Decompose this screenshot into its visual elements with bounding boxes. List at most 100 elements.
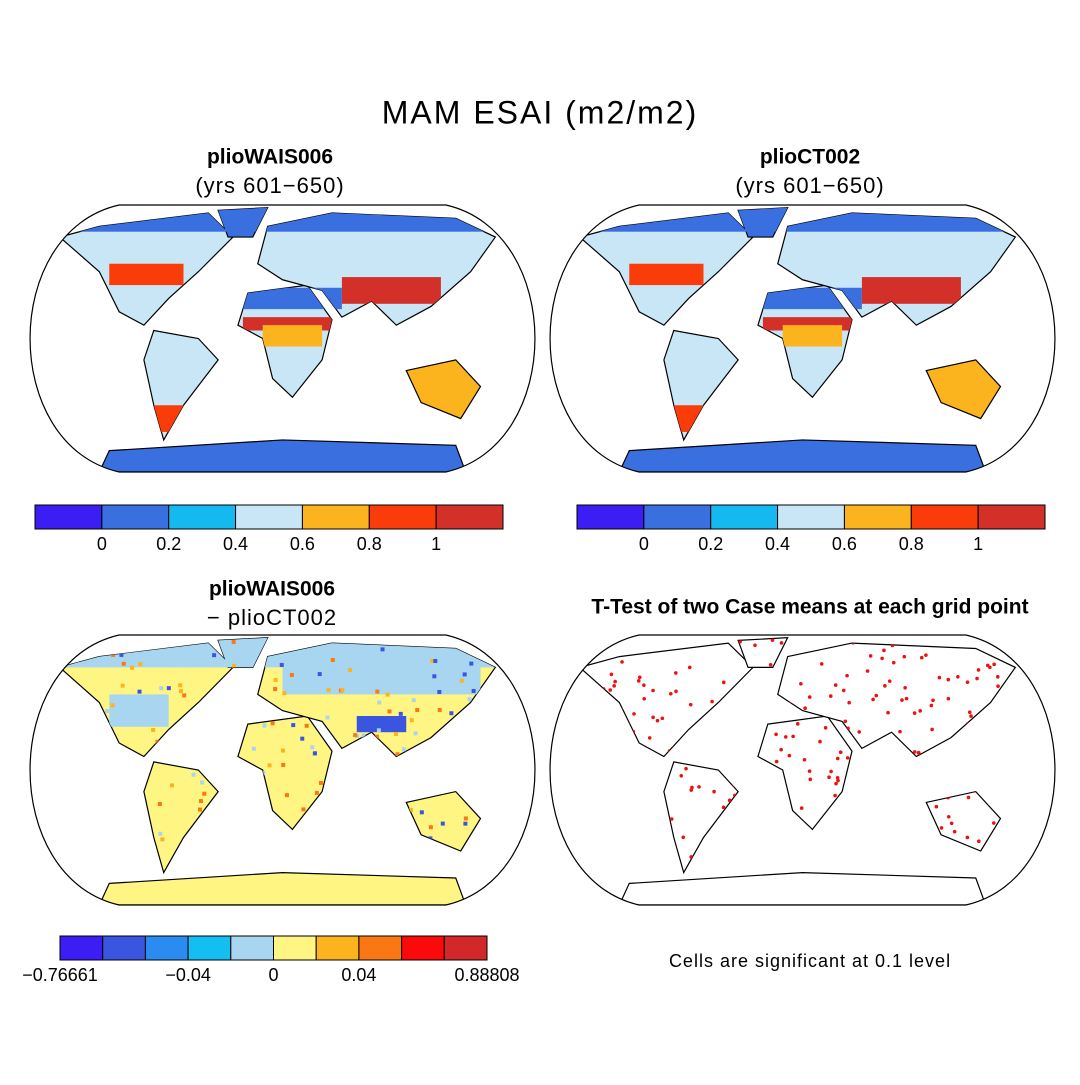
sig-dot <box>586 779 590 783</box>
sig-dot <box>934 788 939 792</box>
cell <box>110 847 115 852</box>
cell <box>89 823 94 828</box>
sig-dot <box>798 641 802 646</box>
sig-dot <box>944 637 949 640</box>
sig-dot <box>710 730 715 734</box>
cell <box>345 638 350 643</box>
cell <box>300 736 305 741</box>
cell <box>430 658 435 663</box>
sig-dot <box>857 792 861 796</box>
sig-dot <box>674 689 678 694</box>
sig-dot <box>616 843 620 848</box>
cell <box>51 675 55 679</box>
panel-subtitle: (yrs 601−650) <box>195 173 344 198</box>
sig-dot <box>859 798 863 803</box>
colorbar-box <box>401 935 445 961</box>
sig-dot <box>857 847 862 851</box>
sig-dot <box>896 767 900 772</box>
cell <box>231 730 236 735</box>
sig-dot <box>752 738 757 742</box>
cell <box>212 653 217 658</box>
sig-dot <box>603 638 607 643</box>
sig-dot <box>631 769 635 774</box>
sig-dot <box>833 683 838 687</box>
cell <box>396 757 401 762</box>
colorbar-box <box>34 504 103 530</box>
sig-dot <box>802 757 807 762</box>
sig-dot <box>768 841 773 846</box>
sig-dot <box>579 742 582 747</box>
sig-dot <box>818 739 822 744</box>
sig-dot <box>600 837 604 841</box>
sig-dot <box>834 781 838 786</box>
panel-title: plioWAIS006 <box>209 578 335 601</box>
sig-dot <box>570 760 574 764</box>
sig-dot <box>642 642 647 646</box>
sig-dot <box>642 683 646 688</box>
colorbar-tick-label: 0.4 <box>223 534 248 554</box>
cell <box>483 740 488 745</box>
cell <box>373 780 378 785</box>
cell <box>477 643 482 648</box>
colorbar-tick-label: 0.2 <box>156 534 181 554</box>
cell <box>289 672 294 677</box>
sig-dot <box>1044 691 1048 695</box>
cell <box>380 647 385 652</box>
panel-title: T-Test of two Case means at each grid po… <box>591 596 1028 619</box>
sig-dot <box>688 702 693 707</box>
sig-dot <box>902 654 907 659</box>
cell <box>95 752 100 757</box>
sig-dot <box>866 821 871 825</box>
sig-dot <box>1013 862 1016 866</box>
sig-dot <box>965 680 970 684</box>
sig-dot <box>841 851 845 856</box>
sig-dot <box>736 705 740 710</box>
cell <box>416 852 421 857</box>
cell <box>273 687 278 692</box>
figure-title: MAM ESAI (m2/m2) <box>382 94 698 130</box>
sig-dot <box>825 834 830 839</box>
cell <box>291 723 296 728</box>
cell <box>198 807 203 812</box>
sig-dot <box>595 657 600 662</box>
cell <box>412 772 417 777</box>
sig-dot <box>1025 650 1029 654</box>
cell <box>490 749 495 754</box>
sig-dot <box>917 823 922 828</box>
sig-dot <box>916 750 921 755</box>
colorbar-box <box>187 935 232 961</box>
sig-dot <box>558 683 562 687</box>
cell <box>437 707 442 712</box>
sig-dot <box>1037 786 1041 790</box>
cell <box>266 820 271 825</box>
sig-dot <box>1025 786 1029 790</box>
sig-dot <box>684 766 688 771</box>
shade <box>782 325 843 347</box>
sig-dot <box>624 854 628 859</box>
sig-dot <box>890 826 895 830</box>
cell <box>150 847 155 852</box>
cell <box>208 777 213 782</box>
panel-subtitle: (yrs 601−650) <box>735 173 884 198</box>
sig-dot <box>895 773 900 778</box>
cell <box>169 783 174 788</box>
sig-dot <box>770 638 775 642</box>
sig-dot <box>601 756 606 760</box>
cell <box>375 689 380 694</box>
sig-dot <box>918 709 922 713</box>
continent <box>405 359 482 420</box>
sig-dot <box>997 850 1002 854</box>
cell <box>230 678 235 683</box>
sig-dot <box>556 643 560 647</box>
continent <box>98 871 467 905</box>
cell <box>362 766 367 771</box>
sig-dot <box>841 688 846 693</box>
sig-dot <box>560 762 564 766</box>
cell <box>463 816 468 821</box>
sig-dot <box>1001 719 1006 723</box>
cell <box>387 709 392 714</box>
cell <box>59 775 62 780</box>
cell <box>459 678 464 683</box>
sig-dot <box>919 655 924 660</box>
cell <box>119 652 124 657</box>
